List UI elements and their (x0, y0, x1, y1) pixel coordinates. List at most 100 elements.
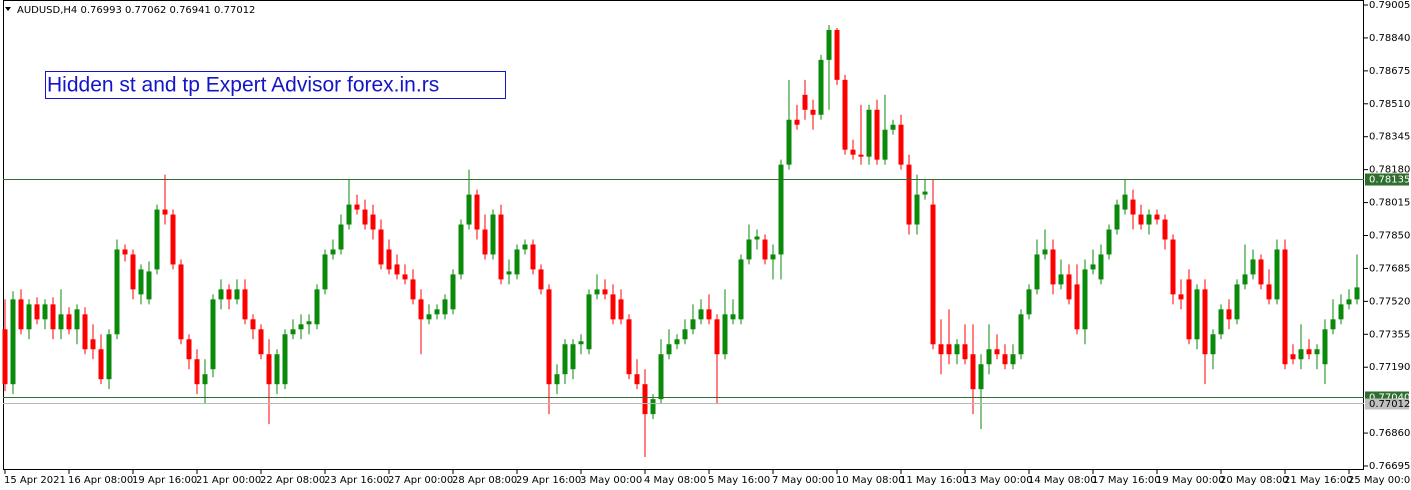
candle-body (1210, 334, 1216, 355)
candle-body (362, 209, 368, 225)
candle-body (138, 269, 144, 295)
bid-label: 0.77012 (1369, 399, 1410, 410)
candle-body (242, 289, 248, 320)
y-tick-label: 0.78675 (1369, 66, 1410, 77)
candle-body (594, 289, 600, 295)
candle-body (114, 249, 120, 335)
candle-body (602, 289, 608, 295)
candle-body (930, 204, 936, 345)
x-tick-label: 13 May 00:00 (964, 475, 1033, 486)
candle-body (482, 229, 488, 255)
candle-body (1322, 329, 1328, 365)
candle-body (490, 214, 496, 255)
candle-body (818, 59, 824, 115)
bid-label-box (1365, 398, 1409, 410)
candle-body (538, 269, 544, 290)
candle-body (946, 344, 952, 355)
candle-body (274, 354, 280, 385)
candle-body (234, 289, 240, 300)
x-tick-label: 19 May 00:00 (1156, 475, 1225, 486)
candle-body (690, 319, 696, 330)
candle-body (642, 384, 648, 415)
candle-body (58, 314, 64, 330)
candle-body (514, 249, 520, 275)
candle-body (778, 164, 784, 255)
candle-body (130, 254, 136, 290)
candle-body (1130, 199, 1136, 215)
candle-body (1074, 284, 1080, 330)
candle-body (290, 329, 296, 335)
candle-body (1226, 309, 1232, 320)
candle-body (1162, 219, 1168, 240)
candle-body (1090, 264, 1096, 270)
candle-body (298, 324, 304, 330)
candle-body (1050, 249, 1056, 285)
x-tick-label: 27 Apr 00:00 (388, 475, 453, 486)
candle-body (1330, 319, 1336, 330)
candle-body (962, 344, 968, 360)
candle-body (770, 254, 776, 260)
candle-body (1298, 349, 1304, 360)
x-tick-label: 10 May 08:00 (836, 475, 905, 486)
candle-body (1154, 214, 1160, 220)
candle-body (650, 399, 656, 415)
candle-body (754, 236, 760, 240)
symbol-menu-icon (5, 7, 11, 11)
candle-body (1010, 354, 1016, 365)
candle-body (466, 194, 472, 225)
candle-body (970, 354, 976, 390)
candle-body (986, 349, 992, 365)
candle-body (1018, 314, 1024, 355)
candle-body (1114, 204, 1120, 230)
candle-body (1202, 289, 1208, 355)
candle-body (530, 244, 536, 270)
candle-body (1314, 349, 1320, 355)
candle-body (1186, 279, 1192, 340)
candle-body (1082, 269, 1088, 330)
y-tick-label: 0.78840 (1369, 33, 1410, 44)
candle-body (554, 374, 560, 385)
candle-body (842, 79, 848, 150)
candle-body (610, 294, 616, 320)
candle-body (738, 259, 744, 320)
candle-body (386, 249, 392, 270)
price-label-box (1365, 173, 1409, 186)
chart-title: AUDUSD,H4 0.76993 0.77062 0.76941 0.7701… (17, 5, 255, 16)
candle-body (674, 339, 680, 345)
candle-body (522, 244, 528, 250)
y-tick-label: 0.77190 (1369, 362, 1410, 373)
candle-body (418, 299, 424, 320)
candle-body (50, 304, 56, 330)
candle-body (1338, 304, 1344, 320)
candle-body (442, 299, 448, 315)
candle-body (178, 264, 184, 340)
candle-body (658, 354, 664, 400)
annotation: Hidden st and tp Expert Advisor forex.in… (47, 74, 439, 97)
y-tick-label: 0.77850 (1369, 231, 1410, 242)
candle-body (786, 119, 792, 165)
candle-body (626, 319, 632, 375)
candle-body (698, 309, 704, 320)
candle-body (1282, 249, 1288, 365)
candle-body (1274, 249, 1280, 300)
candle-body (106, 334, 112, 380)
y-tick-label: 0.77355 (1369, 329, 1410, 340)
x-tick-label: 28 Apr 08:00 (452, 475, 517, 486)
candle-body (346, 204, 352, 225)
candle-body (1250, 259, 1256, 275)
candle-body (1146, 214, 1152, 225)
x-tick-label: 14 May 08:00 (1028, 475, 1097, 486)
candle-body (322, 254, 328, 290)
candle-body (434, 309, 440, 315)
candle-body (1138, 214, 1144, 225)
candle-body (1122, 194, 1128, 210)
candle-body (954, 344, 960, 355)
candle-body (570, 344, 576, 370)
candle-body (1194, 289, 1200, 340)
x-tick-label: 25 May 00:00 (1348, 475, 1411, 486)
candle-body (1098, 254, 1104, 280)
x-tick-label: 20 May 08:00 (1220, 475, 1289, 486)
candle-body (938, 344, 944, 355)
candles (2, 24, 1360, 458)
